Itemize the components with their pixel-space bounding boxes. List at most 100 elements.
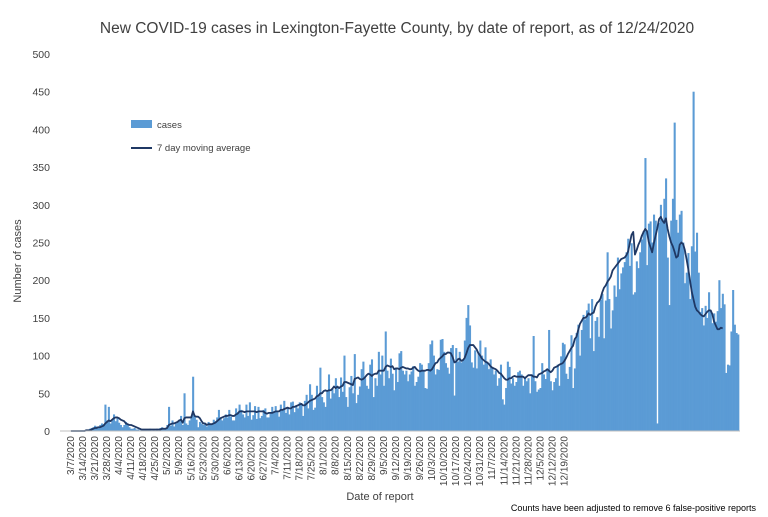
cases-bar — [733, 324, 736, 431]
y-axis-title: Number of cases — [12, 219, 24, 303]
cases-bar — [482, 364, 485, 431]
cases-bar — [544, 378, 547, 431]
x-tick-label: 11/14/2020 — [499, 436, 510, 486]
cases-bar — [238, 404, 241, 431]
cases-bar — [536, 391, 539, 431]
x-tick-label: 11/7/2020 — [487, 436, 498, 480]
cases-bar — [644, 158, 647, 432]
cases-bar — [102, 424, 105, 431]
cases-bar — [615, 296, 618, 431]
x-tick-label: 11/21/2020 — [511, 436, 522, 486]
cases-bar — [685, 272, 688, 431]
cases-bar — [594, 320, 597, 431]
cases-bar — [608, 299, 611, 431]
cases-bar — [111, 420, 114, 431]
cases-bar — [541, 363, 544, 431]
cases-bar — [233, 420, 236, 431]
cases-bar — [278, 416, 281, 431]
cases-bar — [309, 384, 312, 431]
cases-bar — [730, 331, 733, 431]
cases-bar — [721, 293, 724, 431]
cases-bar — [659, 204, 662, 431]
cases-bar — [221, 420, 224, 431]
x-tick-label: 8/1/2020 — [319, 436, 330, 475]
cases-bar — [297, 408, 300, 431]
cases-bar — [627, 238, 630, 431]
cases-bar — [362, 361, 365, 431]
cases-bar — [565, 373, 568, 431]
cases-bar — [506, 361, 509, 431]
cases-bar — [708, 292, 711, 431]
cases-bar — [635, 261, 638, 431]
x-tick-label: 3/28/2020 — [102, 436, 113, 481]
x-tick-label: 12/5/2020 — [535, 436, 546, 481]
cases-bar — [723, 304, 726, 431]
x-tick-label: 9/19/2020 — [403, 436, 414, 481]
cases-bar — [248, 402, 251, 431]
cases-bar — [195, 419, 198, 431]
cases-bar — [610, 328, 613, 431]
cases-bar — [274, 406, 277, 431]
cases-bar — [121, 427, 124, 431]
cases-bar — [726, 364, 730, 431]
cases-bar — [257, 406, 260, 431]
x-tick-label: 6/6/2020 — [222, 436, 233, 475]
cases-bar — [548, 329, 551, 431]
cases-bar — [389, 358, 392, 431]
cases-bar — [587, 303, 590, 431]
cases-bar — [696, 232, 699, 431]
cases-bar — [135, 429, 138, 431]
cases-bar — [333, 393, 336, 431]
cases-bar — [472, 367, 475, 431]
moving-average-line — [70, 215, 724, 432]
cases-bar — [505, 388, 508, 431]
cases-bar — [123, 424, 126, 431]
cases-bar — [254, 406, 257, 431]
cases-bar — [326, 391, 329, 431]
cases-bar — [358, 386, 361, 431]
cases-bar — [350, 375, 353, 431]
cases-bar — [169, 425, 172, 431]
x-tick-label: 10/24/2020 — [463, 436, 474, 486]
cases-bar — [714, 321, 717, 431]
cases-bar — [345, 397, 348, 431]
cases-bar — [508, 366, 511, 431]
cases-bar — [393, 390, 396, 431]
cases-bar — [240, 409, 243, 431]
cases-bar — [396, 381, 399, 431]
cases-bar — [554, 378, 558, 431]
cases-bar — [623, 262, 626, 431]
cases-bar — [298, 402, 301, 431]
y-tick-label: 450 — [32, 87, 50, 99]
cases-bar — [711, 323, 714, 431]
cases-bar — [620, 273, 623, 431]
x-tick-label: 5/2/2020 — [162, 436, 173, 475]
cases-bar — [656, 423, 659, 431]
cases-bar — [668, 305, 671, 431]
x-tick-label: 4/11/2020 — [126, 436, 137, 480]
cases-bar — [434, 374, 437, 431]
cases-bar — [570, 335, 573, 431]
x-tick-label: 10/3/2020 — [427, 436, 438, 481]
cases-bar — [463, 340, 466, 431]
cases-bar — [493, 374, 496, 431]
cases-bar — [336, 387, 339, 431]
x-tick-label: 3/21/2020 — [90, 436, 101, 481]
cases-bar — [341, 391, 344, 431]
cases-bar — [176, 421, 179, 431]
cases-bar — [498, 378, 501, 431]
cases-bar — [725, 372, 728, 431]
cases-bar — [126, 424, 129, 431]
x-tick-label: 9/5/2020 — [379, 436, 390, 475]
cases-bar — [589, 338, 592, 431]
cases-bar — [546, 370, 549, 431]
cases-bar — [426, 388, 429, 431]
cases-bar — [481, 355, 484, 431]
cases-bar — [702, 325, 705, 431]
cases-bar — [310, 394, 313, 431]
cases-bar — [327, 374, 331, 431]
x-tick-label: 4/25/2020 — [150, 436, 161, 481]
cases-bar — [319, 367, 322, 431]
cases-bar — [357, 394, 360, 431]
cases-bar — [422, 370, 425, 431]
